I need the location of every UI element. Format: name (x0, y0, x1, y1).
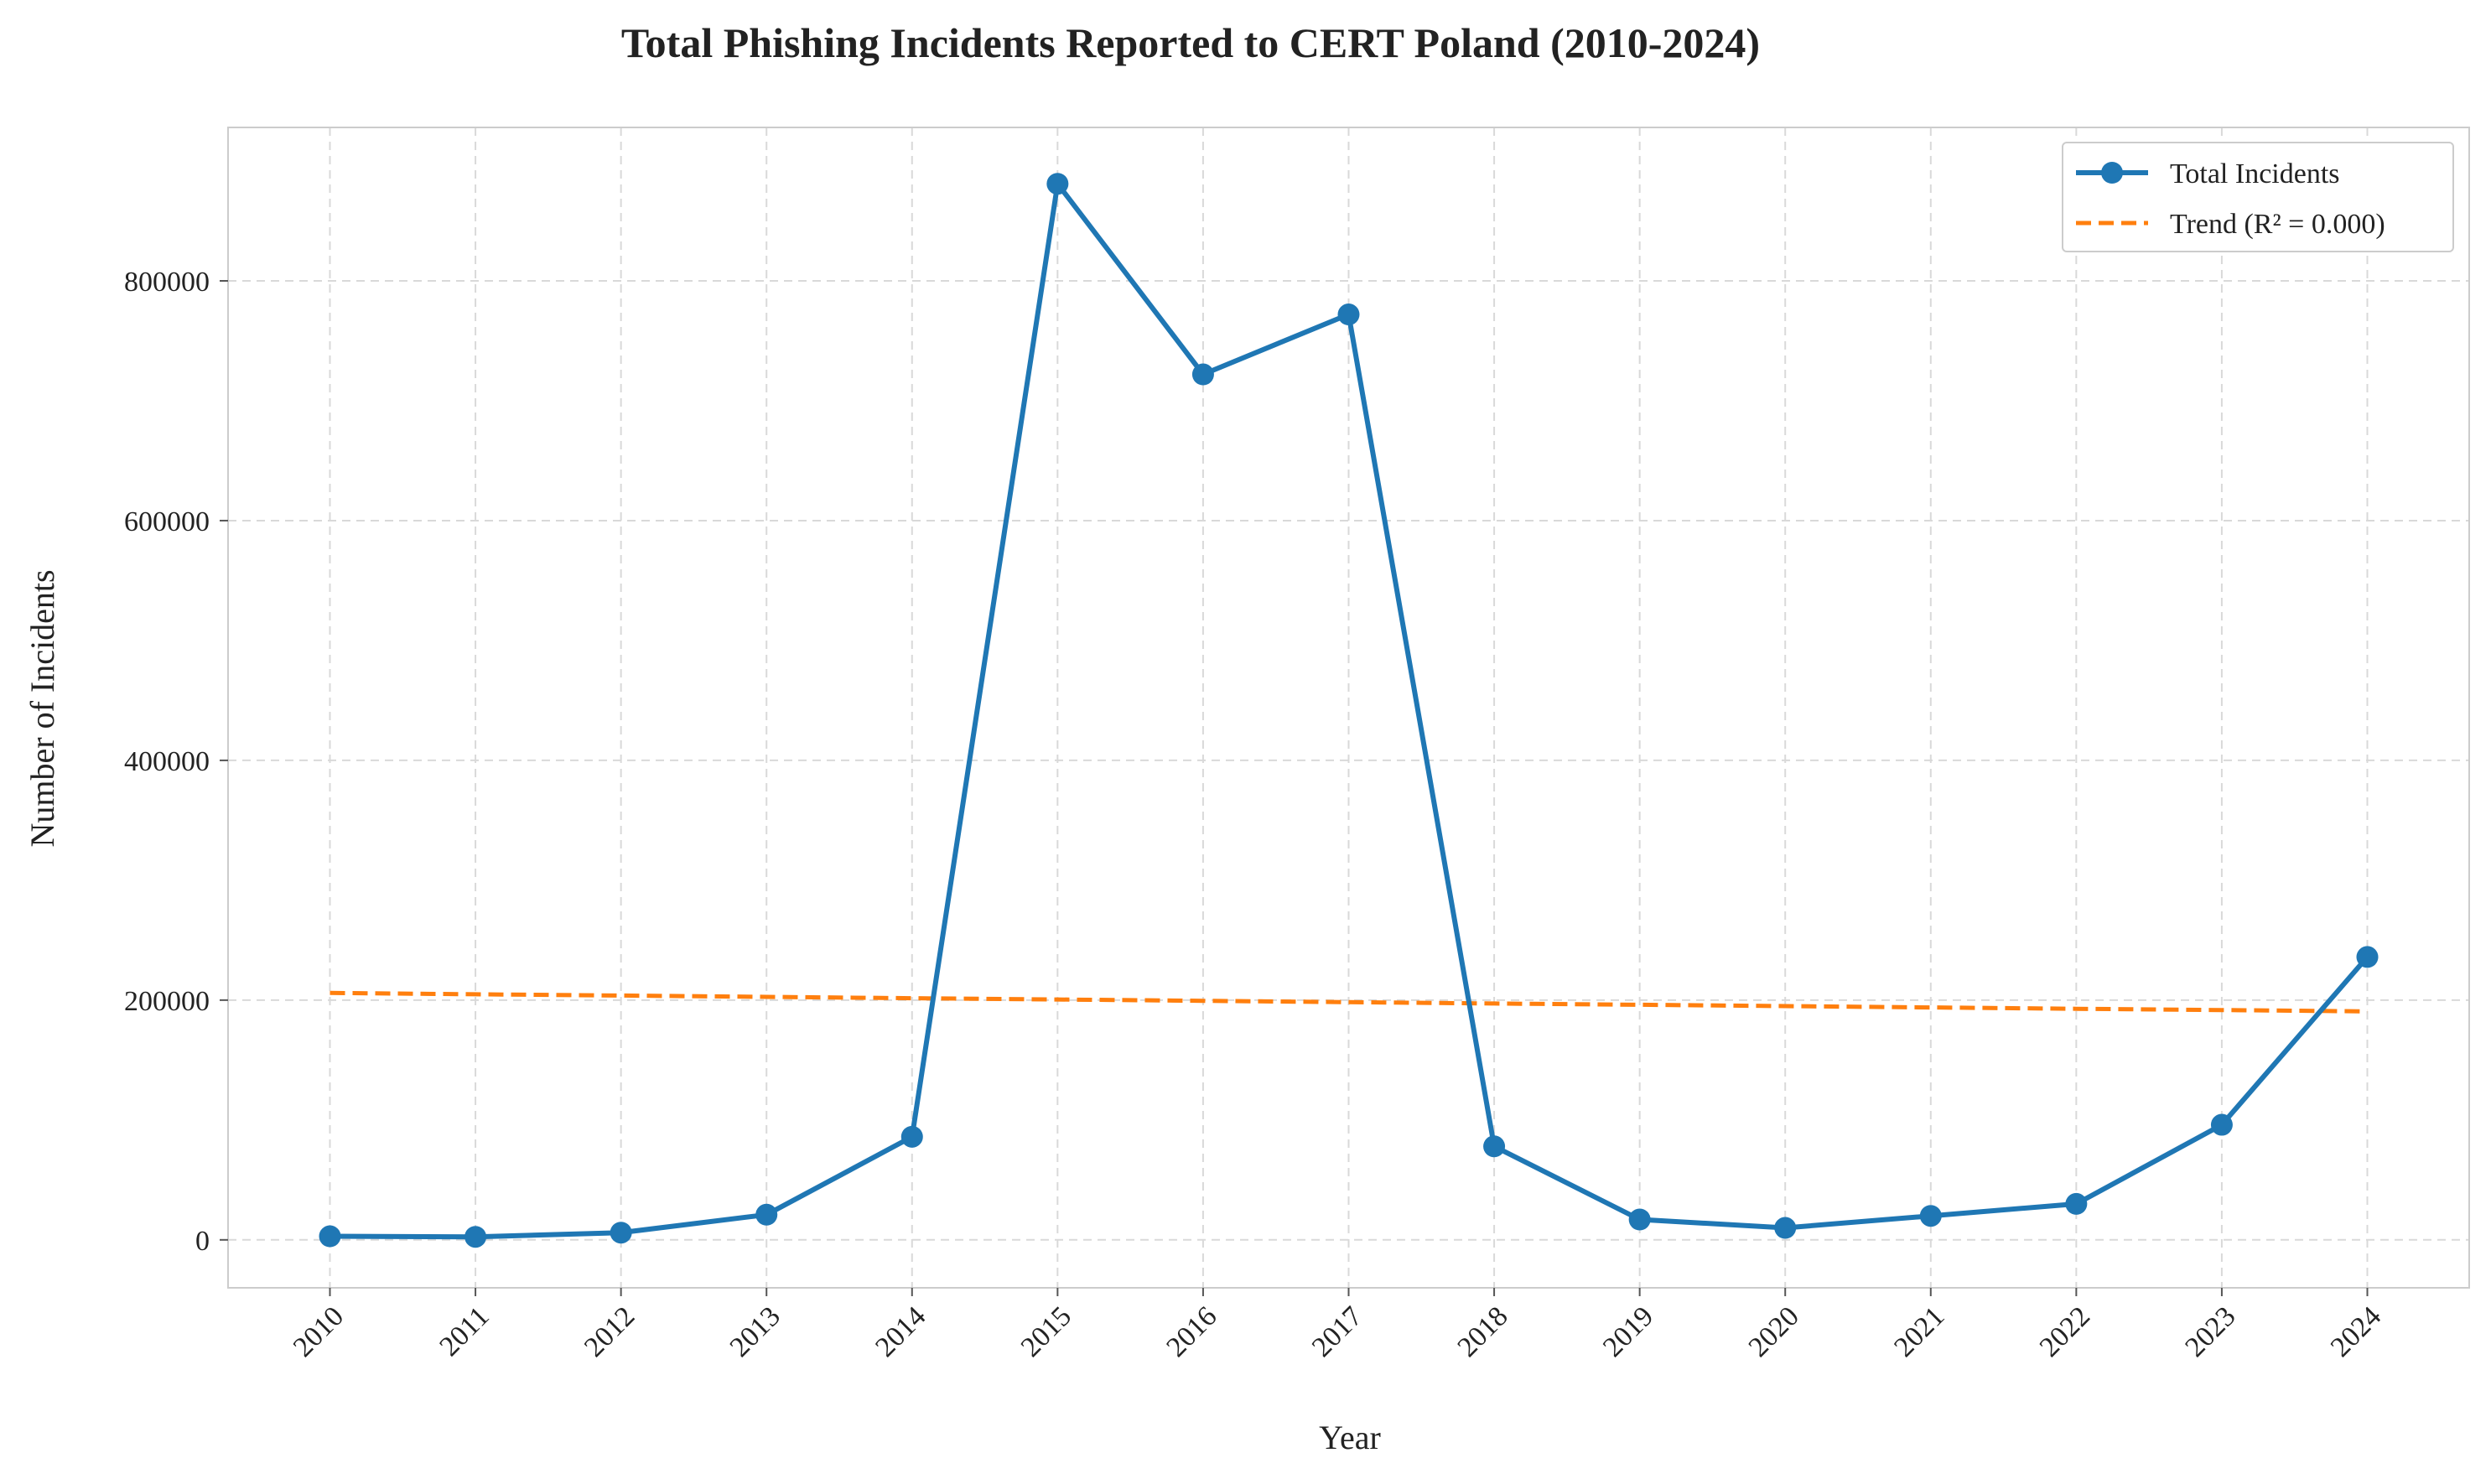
data-point (2210, 1113, 2233, 1136)
chart-title: Total Phishing Incidents Reported to CER… (621, 19, 1760, 66)
data-point (1919, 1205, 1942, 1227)
y-tick-label: 600000 (124, 506, 210, 537)
data-point (2065, 1192, 2088, 1215)
data-point (610, 1222, 632, 1244)
legend-box (2062, 142, 2454, 252)
data-point (2356, 946, 2379, 968)
legend: Total Incidents Trend (R² = 0.000) (2062, 142, 2454, 252)
x-axis-label: Year (1319, 1419, 1381, 1456)
data-point (319, 1225, 341, 1248)
y-tick-label: 400000 (124, 746, 210, 777)
data-point (1483, 1135, 1506, 1158)
y-tick-label: 0 (195, 1226, 210, 1257)
y-axis-ticks: 0 200000 400000 600000 800000 (124, 267, 228, 1257)
legend-label-total-incidents: Total Incidents (2170, 158, 2340, 189)
data-point (1337, 304, 1360, 326)
legend-label-trend: Trend (R² = 0.000) (2170, 209, 2385, 240)
series-layer (319, 173, 2379, 1248)
y-tick-label: 800000 (124, 267, 210, 298)
data-point (1774, 1217, 1797, 1239)
data-point (755, 1203, 778, 1226)
y-tick-label: 200000 (124, 986, 210, 1017)
data-point (900, 1125, 923, 1148)
y-axis-label: Number of Incidents (23, 569, 61, 847)
data-point (464, 1226, 487, 1248)
series-line-trend (330, 990, 2368, 1014)
legend-marker-total-incidents (2101, 162, 2123, 184)
data-point (1191, 363, 1214, 386)
data-point (1628, 1208, 1651, 1231)
data-point (1046, 173, 1069, 195)
